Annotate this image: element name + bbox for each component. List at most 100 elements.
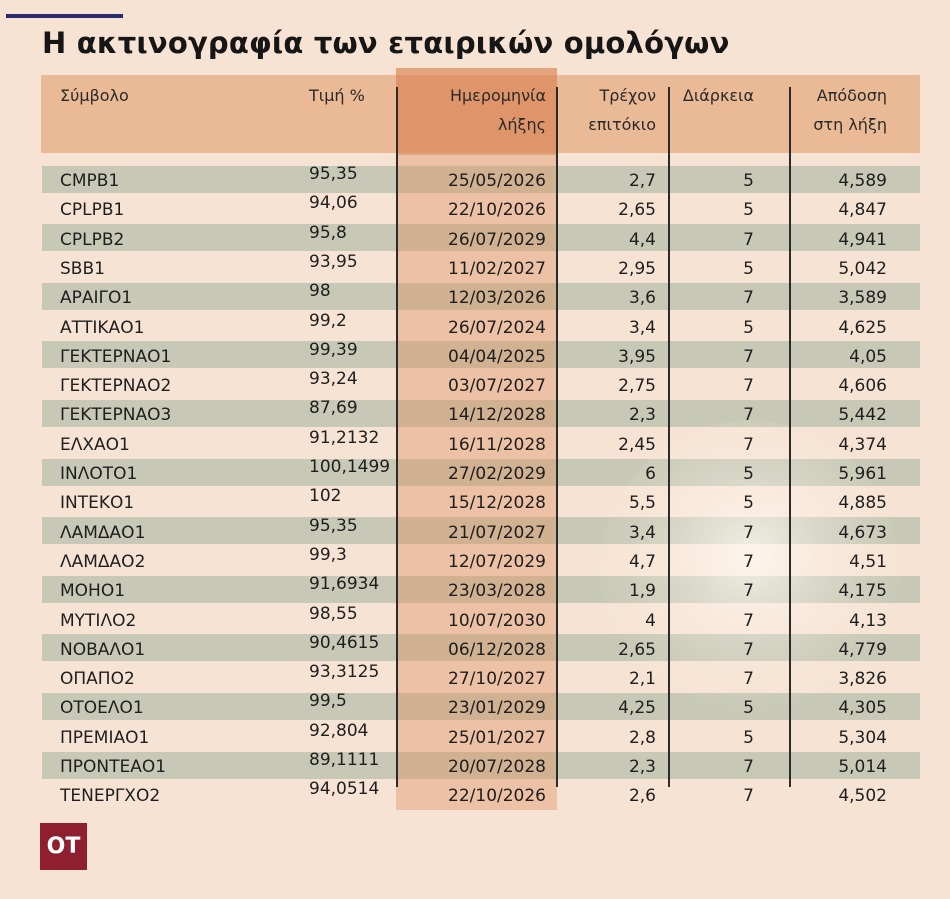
cell-maturity: 26/07/2029 xyxy=(448,229,546,250)
cell-duration: 7 xyxy=(743,346,754,367)
header-duration: Διάρκεια xyxy=(682,86,754,105)
cell-maturity: 16/11/2028 xyxy=(448,434,546,455)
cell-price: 93,3125 xyxy=(309,662,380,683)
cell-maturity: 27/02/2029 xyxy=(448,464,546,484)
cell-symbol: ΓΕΚΤΕΡΝΑΟ2 xyxy=(60,376,172,397)
cell-maturity: 04/04/2025 xyxy=(448,346,546,367)
cell-ytm: 5,442 xyxy=(838,405,887,426)
cell-coupon: 6 xyxy=(645,464,656,484)
cell-price: 95,8 xyxy=(309,222,347,243)
cell-symbol: CMPB1 xyxy=(60,171,120,191)
cell-coupon: 2,6 xyxy=(628,786,656,807)
column-divider xyxy=(668,87,670,787)
cell-duration: 5 xyxy=(743,493,754,514)
header-coupon-line2: επιτόκιο xyxy=(588,115,656,134)
cell-symbol: SBB1 xyxy=(60,258,105,279)
cell-maturity: 15/12/2028 xyxy=(448,493,546,514)
cell-price: 99,39 xyxy=(309,339,358,360)
cell-ytm: 4,847 xyxy=(838,200,887,221)
cell-duration: 7 xyxy=(743,288,754,309)
cell-price: 91,6934 xyxy=(309,574,380,595)
cell-symbol: ΑΤΤΙΚΑΟ1 xyxy=(60,317,145,338)
header-ytm: Απόδοση xyxy=(816,86,887,105)
cell-ytm: 4,502 xyxy=(838,786,887,807)
cell-symbol: ΓΕΚΤΕΡΝΑΟ3 xyxy=(60,405,172,426)
cell-duration: 7 xyxy=(743,581,754,602)
cell-maturity: 22/10/2026 xyxy=(448,786,546,807)
cell-ytm: 4,51 xyxy=(849,551,887,572)
cell-symbol: ΙΝΤΕΚΟ1 xyxy=(60,493,135,514)
cell-ytm: 5,304 xyxy=(838,727,887,748)
cell-coupon: 4,25 xyxy=(618,698,656,719)
cell-maturity: 21/07/2027 xyxy=(448,522,546,543)
cell-duration: 5 xyxy=(743,464,754,484)
cell-symbol: ΜΥΤΙΛΟ2 xyxy=(60,610,137,631)
cell-duration: 7 xyxy=(743,610,754,631)
maturity-header-highlight xyxy=(396,68,557,155)
cell-symbol: ΕΛΧΑΟ1 xyxy=(60,434,130,455)
cell-maturity: 27/10/2027 xyxy=(448,669,546,690)
cell-coupon: 2,65 xyxy=(618,200,656,221)
cell-symbol: ΝΟΒΑΛΟ1 xyxy=(60,639,146,660)
cell-maturity: 25/05/2026 xyxy=(448,171,546,191)
cell-ytm: 5,014 xyxy=(838,757,887,777)
cell-ytm: 4,673 xyxy=(838,522,887,543)
cell-duration: 7 xyxy=(743,669,754,690)
cell-ytm: 4,374 xyxy=(838,434,887,455)
cell-duration: 5 xyxy=(743,698,754,719)
cell-ytm: 5,961 xyxy=(838,464,887,484)
cell-maturity: 03/07/2027 xyxy=(448,376,546,397)
cell-symbol: ΑΡΑΙΓΟ1 xyxy=(60,288,133,309)
cell-coupon: 3,4 xyxy=(628,317,656,338)
cell-duration: 7 xyxy=(743,229,754,250)
cell-price: 93,95 xyxy=(309,251,358,272)
cell-ytm: 4,05 xyxy=(849,346,887,367)
cell-ytm: 5,042 xyxy=(838,258,887,279)
cell-duration: 7 xyxy=(743,639,754,660)
cell-coupon: 5,5 xyxy=(628,493,656,514)
cell-duration: 7 xyxy=(743,405,754,426)
cell-maturity: 20/07/2028 xyxy=(448,757,546,777)
cell-coupon: 2,3 xyxy=(628,405,656,426)
cell-duration: 5 xyxy=(743,727,754,748)
ot-logo: ΟΤ xyxy=(40,823,87,870)
cell-maturity: 12/03/2026 xyxy=(448,288,546,309)
cell-ytm: 4,606 xyxy=(838,376,887,397)
cell-symbol: ΙΝΛΟΤΟ1 xyxy=(60,464,138,484)
cell-coupon: 2,3 xyxy=(628,757,656,777)
maturity-column-highlight xyxy=(396,68,557,810)
cell-duration: 5 xyxy=(743,200,754,221)
table-row-band xyxy=(42,224,920,252)
cell-ytm: 3,826 xyxy=(838,669,887,690)
cell-maturity: 12/07/2029 xyxy=(448,551,546,572)
cell-ytm: 4,941 xyxy=(838,229,887,250)
cell-price: 94,06 xyxy=(309,193,358,214)
table-row-band xyxy=(42,751,920,779)
cell-price: 87,69 xyxy=(309,398,358,419)
cell-ytm: 4,305 xyxy=(838,698,887,719)
cell-price: 99,3 xyxy=(309,544,347,565)
table-header-band xyxy=(41,75,920,153)
cell-ytm: 3,589 xyxy=(838,288,887,309)
cell-maturity: 22/10/2026 xyxy=(448,200,546,221)
cell-symbol: ΟΤΟΕΛΟ1 xyxy=(60,698,144,719)
cell-coupon: 2,7 xyxy=(628,171,656,191)
cell-price: 98,55 xyxy=(309,603,358,624)
cell-maturity: 06/12/2028 xyxy=(448,639,546,660)
cell-duration: 5 xyxy=(743,317,754,338)
cell-maturity: 11/02/2027 xyxy=(448,258,546,279)
cell-ytm: 4,175 xyxy=(838,581,887,602)
cell-coupon: 2,75 xyxy=(618,376,656,397)
cell-symbol: CPLPB2 xyxy=(60,229,125,250)
cell-duration: 7 xyxy=(743,434,754,455)
table-row-band xyxy=(42,165,920,193)
cell-price: 95,35 xyxy=(309,164,358,184)
cell-duration: 5 xyxy=(743,258,754,279)
cell-symbol: ΟΠΑΠΟ2 xyxy=(60,669,135,690)
cell-coupon: 3,6 xyxy=(628,288,656,309)
cell-symbol: ΠΡΟΝΤΕΑΟ1 xyxy=(60,757,167,777)
cell-ytm: 4,589 xyxy=(838,171,887,191)
header-symbol: Σύμβολο xyxy=(60,86,129,105)
cell-coupon: 2,65 xyxy=(618,639,656,660)
cell-symbol: CPLPB1 xyxy=(60,200,125,221)
